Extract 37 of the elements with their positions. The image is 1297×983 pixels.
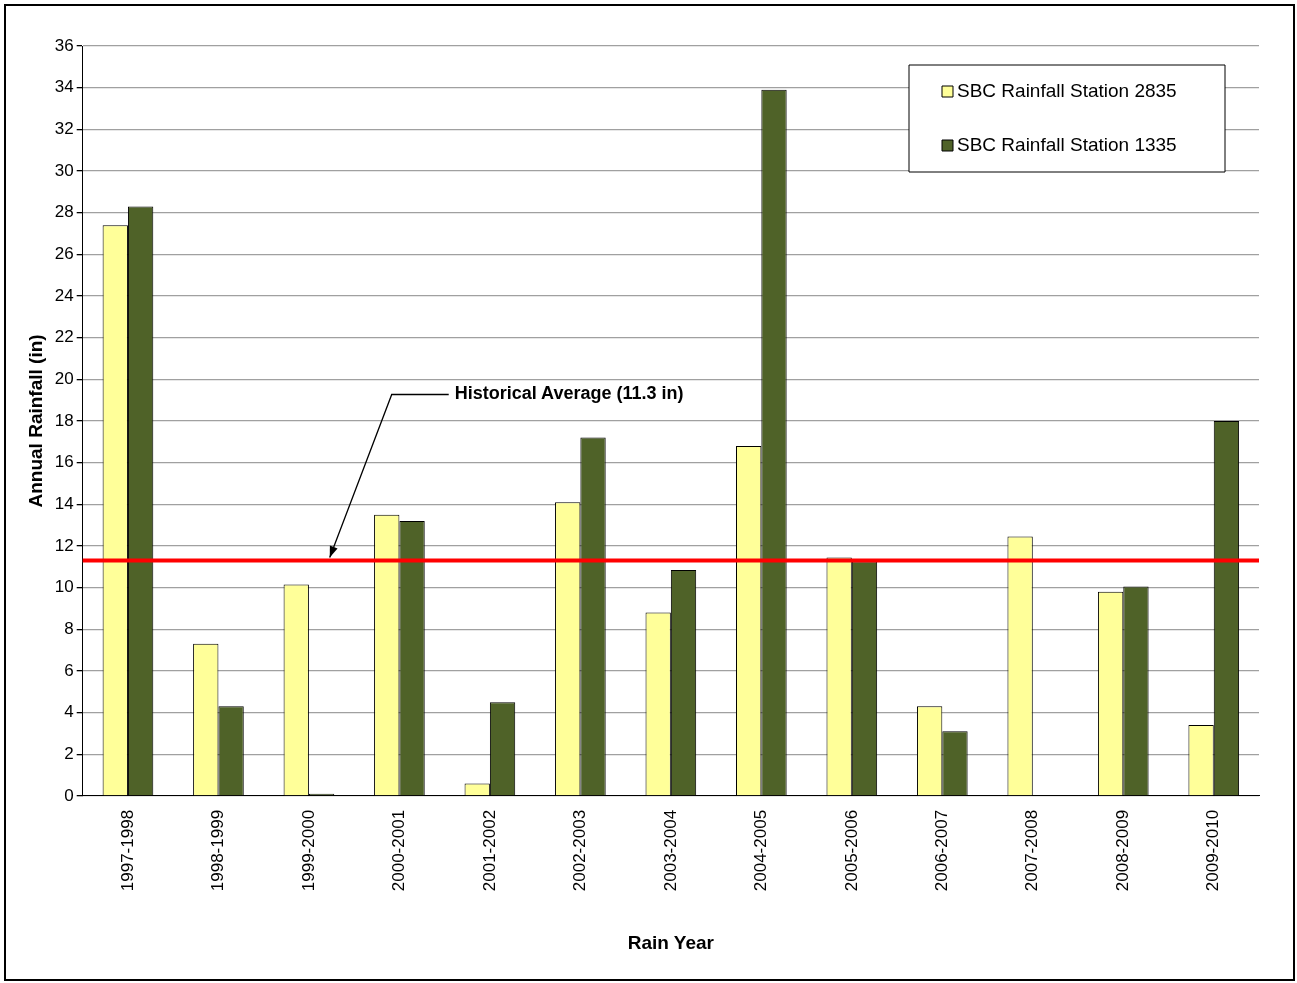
- y-tick-label: 20: [54, 368, 74, 388]
- x-tick-label: 2002-2003: [570, 809, 590, 892]
- y-tick-label: 22: [54, 327, 74, 347]
- x-tick-label: 2007-2008: [1022, 809, 1042, 892]
- y-tick-label: 16: [54, 452, 74, 472]
- y-tick-label: 4: [64, 702, 74, 722]
- x-tick-label: 1997-1998: [117, 809, 137, 892]
- y-tick-label: 26: [54, 243, 74, 263]
- y-tick-label: 12: [54, 535, 74, 555]
- x-tick-label: 1999-2000: [298, 809, 318, 892]
- legend-label: SBC Rainfall Station 2835: [957, 80, 1177, 102]
- x-axis-title: Rain Year: [627, 931, 715, 953]
- x-tick-label: 2001-2002: [479, 809, 499, 892]
- x-tick-label: 2000-2001: [389, 809, 409, 892]
- y-tick-label: 36: [54, 35, 74, 55]
- y-tick-label: 24: [54, 285, 74, 305]
- x-tick-label: 2004-2005: [751, 809, 771, 892]
- y-tick-label: 34: [54, 77, 74, 97]
- y-tick-label: 0: [64, 785, 74, 805]
- y-axis-title: Annual Rainfall (in): [24, 334, 46, 508]
- y-tick-label: 8: [64, 618, 74, 638]
- y-tick-label: 32: [54, 119, 74, 139]
- y-tick-label: 18: [54, 410, 74, 430]
- y-tick-label: 28: [54, 202, 74, 222]
- x-tick-label: 2003-2004: [660, 809, 680, 892]
- x-tick-label: 1998-1999: [208, 809, 228, 892]
- y-tick-label: 14: [54, 493, 74, 513]
- ref-line-label: Historical Average (11.3 in): [454, 383, 684, 404]
- y-tick-label: 10: [54, 577, 74, 597]
- x-tick-label: 2008-2009: [1112, 809, 1132, 892]
- y-tick-label: 2: [64, 743, 74, 763]
- x-tick-label: 2009-2010: [1203, 809, 1223, 892]
- y-tick-label: 6: [64, 660, 74, 680]
- legend-label: SBC Rainfall Station 1335: [957, 134, 1177, 156]
- x-tick-label: 2006-2007: [931, 809, 951, 892]
- x-tick-label: 2005-2006: [841, 809, 861, 892]
- y-tick-label: 30: [54, 160, 74, 180]
